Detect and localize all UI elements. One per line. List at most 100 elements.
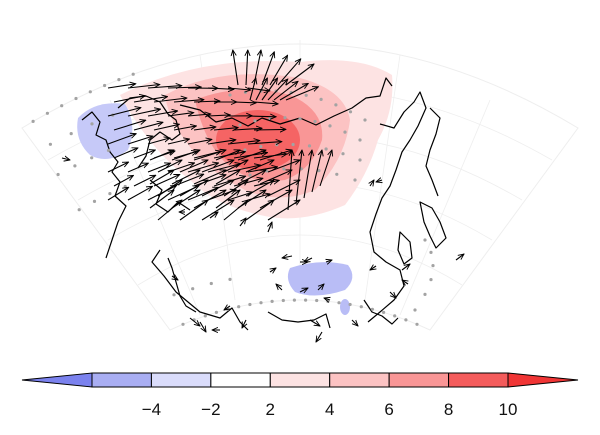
wind-vector: [127, 186, 153, 201]
wind-vector: [267, 200, 300, 221]
wind-vector: [127, 109, 161, 117]
wind-vector: [133, 150, 155, 159]
wind-vector: [351, 319, 358, 326]
wind-vector: [273, 81, 298, 101]
wind-vector: [147, 86, 182, 88]
stipple-dot: [31, 119, 35, 123]
stipple-dot: [73, 164, 77, 168]
colorbar-tick-label: −4: [142, 400, 161, 419]
stipple-dot: [343, 130, 347, 134]
colorbar-bin: [150, 372, 212, 388]
wind-vector: [172, 276, 178, 280]
stipple-dot: [358, 138, 362, 142]
wind-vector: [167, 87, 201, 88]
wind-vector: [267, 79, 288, 101]
wind-vector: [253, 129, 286, 130]
wind-vector: [269, 55, 288, 86]
negative-anomaly-west: [77, 103, 133, 159]
wind-vector: [193, 190, 226, 209]
wind-vector: [187, 139, 212, 145]
wind-vector: [370, 266, 376, 270]
wind-vector: [267, 160, 300, 173]
wind-vector: [227, 192, 253, 201]
stipple-dot: [214, 310, 218, 314]
colorbar-tick-label: 2: [266, 400, 275, 419]
stipple-dot: [393, 314, 397, 318]
wind-vector: [246, 50, 248, 86]
wind-vector: [223, 200, 248, 221]
wind-vector: [127, 136, 153, 145]
stipple-dot: [348, 302, 352, 307]
wind-vector: [247, 88, 270, 91]
stipple-dot: [328, 124, 332, 128]
stipple-dot: [259, 144, 263, 149]
wind-vector: [277, 59, 301, 86]
wind-vector: [157, 180, 182, 197]
wind-vector: [268, 222, 272, 233]
wind-vector: [193, 175, 226, 187]
stipple-dot: [307, 144, 312, 148]
wind-vector: [189, 317, 200, 326]
colorbar-bin: [91, 372, 152, 388]
wind-vector: [133, 175, 156, 187]
wind-vector: [153, 124, 179, 131]
wind-vector: [245, 200, 274, 221]
wind-vector: [223, 180, 248, 197]
wind-vector: [326, 260, 332, 262]
wind-vector: [167, 113, 194, 117]
wind-vector: [261, 52, 274, 86]
stipple-dot: [90, 122, 94, 126]
stipple-dot: [131, 72, 135, 76]
wind-vector: [113, 120, 146, 131]
colorbar: −4 −2 2 4 6 8 10: [21, 372, 579, 419]
wind-vector: [133, 97, 168, 103]
wind-vector: [287, 150, 292, 211]
stipple-dot: [429, 250, 433, 254]
wind-vector: [285, 64, 314, 86]
wind-vector: [311, 150, 322, 193]
stipple-dot: [248, 302, 252, 307]
stipple-dot: [88, 90, 92, 94]
wind-vector: [245, 180, 274, 197]
wind-vector: [179, 160, 208, 173]
stipple-dot: [423, 292, 427, 296]
stipple-dot: [243, 90, 248, 94]
stipple-dot: [358, 158, 362, 162]
wind-vector: [107, 108, 141, 117]
stipple-dot: [237, 305, 241, 309]
stipple-dot: [382, 310, 386, 314]
stipple-dot: [363, 118, 367, 122]
stipple-dot: [324, 147, 328, 151]
wind-vector: [253, 154, 287, 159]
wind-vector: [201, 180, 234, 197]
wind-vector: [187, 187, 219, 201]
wind-vector: [223, 160, 248, 173]
stipple-dot: [106, 148, 111, 152]
stipple-dot: [92, 199, 97, 203]
wind-vector: [173, 100, 204, 102]
wind-vector: [107, 161, 129, 173]
wind-vector: [107, 84, 136, 89]
wind-vector: [193, 169, 226, 185]
wind-vector: [149, 170, 174, 185]
colorbar-tick-label: 10: [499, 400, 518, 419]
wind-vector: [207, 140, 236, 145]
stipple-dot: [370, 307, 374, 311]
wind-vector: [402, 280, 408, 284]
stipple-dot: [326, 299, 330, 303]
wind-vector: [282, 256, 293, 258]
colorbar-tick-label: 4: [325, 400, 334, 419]
stipple-dot: [298, 117, 302, 121]
wind-vector: [209, 212, 218, 219]
stipple-dot: [238, 123, 242, 127]
wind-vector: [193, 127, 216, 130]
wind-vector: [153, 98, 187, 103]
stipple-dot: [103, 83, 107, 88]
wind-vector: [133, 122, 163, 131]
stipple-dot: [60, 104, 64, 108]
wind-vector: [171, 150, 200, 161]
stipple-dot: [431, 264, 435, 268]
wind-vector: [187, 114, 211, 116]
stipple-dot: [335, 172, 339, 176]
wind-vector-field: [61, 50, 464, 342]
